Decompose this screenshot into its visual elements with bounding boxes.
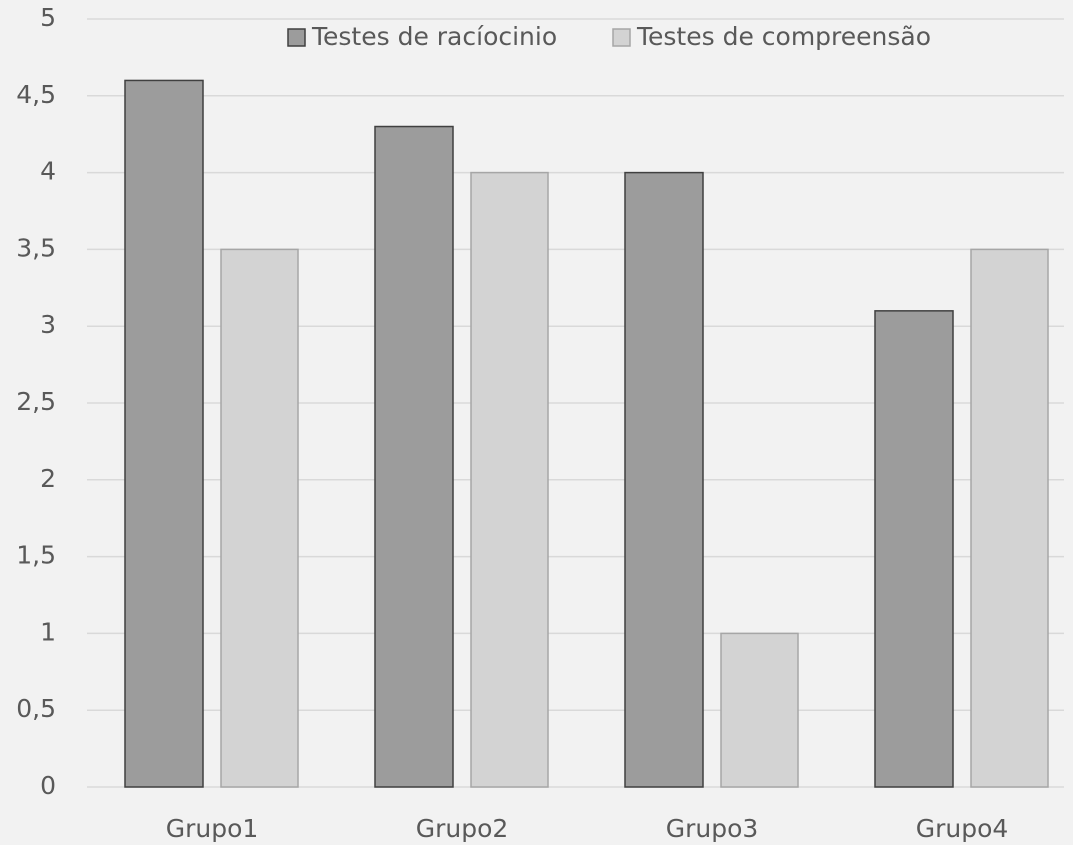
y-tick-label: 0,5 [16,694,56,723]
bar [470,171,549,788]
x-tick-label: Grupo2 [416,814,509,843]
legend-label: Testes de compreensão [636,22,931,51]
bar [970,248,1049,788]
bar [624,171,704,788]
legend-swatch [287,28,306,47]
x-tick-label: Grupo4 [916,814,1009,843]
y-tick-label: 4 [40,157,56,186]
legend-swatch [612,28,631,47]
bar [374,125,454,788]
x-tick-label: Grupo1 [166,814,259,843]
legend-label: Testes de racíocinio [311,22,557,51]
y-tick-label: 3,5 [16,233,56,262]
y-tick-label: 1,5 [16,541,56,570]
y-tick-label: 3 [40,310,56,339]
bar [220,248,299,788]
y-tick-label: 2,5 [16,387,56,416]
x-tick-label: Grupo3 [666,814,759,843]
y-tick-label: 0 [40,771,56,800]
bar [874,310,954,788]
y-tick-label: 2 [40,464,56,493]
y-tick-label: 4,5 [16,80,56,109]
y-tick-label: 1 [40,617,56,646]
bar [124,79,204,788]
y-tick-label: 5 [40,3,56,32]
bar [720,632,799,788]
